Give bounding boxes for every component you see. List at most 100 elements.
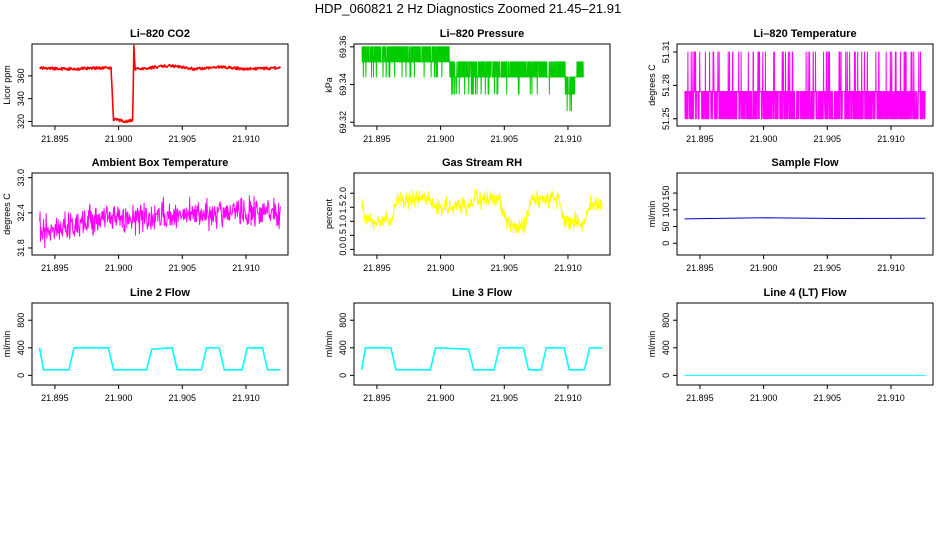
panel-6-xtick-label: 21.910 [877, 263, 905, 273]
panel-5-xtick-label: 21.910 [554, 263, 582, 273]
panel-1-series-line [39, 44, 282, 124]
panel-8-ytick-label: 0 [338, 373, 348, 378]
panel-1: Li–820 CO2 Licor ppm 21.895 21.900 21.905 21.… [2, 28, 289, 144]
panel-9: Line 4 (LT) Flow ml/min 21.895 21.900 21.905… [647, 287, 934, 403]
panel-9-ylabel: ml/min [647, 331, 657, 358]
panel-5-xtick-label: 21.905 [491, 263, 519, 273]
panel-6-ylabel: ml/min [647, 201, 657, 228]
panel-2-series-line [361, 46, 584, 112]
panel-5-xtick-label: 21.895 [363, 263, 391, 273]
panel-7-frame [31, 302, 289, 386]
panel-7-xtick-label: 21.910 [232, 393, 260, 403]
panel-8-frame [353, 302, 611, 386]
panel-3-ytick-label: 51.28 [661, 74, 671, 97]
panel-6-xtick-label: 21.905 [814, 263, 842, 273]
panel-1-ylabel: Licor ppm [2, 65, 12, 105]
panel-2-xtick-label: 21.910 [554, 134, 582, 144]
panel-9-xtick-label: 21.910 [877, 393, 905, 403]
panel-6-frame [676, 172, 934, 256]
panel-7-ytick-label: 400 [16, 340, 26, 355]
panel-7-xtick-label: 21.905 [169, 393, 197, 403]
panel-6-xtick-label: 21.900 [750, 263, 778, 273]
panel-9-ytick-label: 0 [661, 373, 671, 378]
panel-2-frame [353, 43, 611, 127]
panel-4-xtick-label: 21.900 [105, 263, 133, 273]
panel-5: Gas Stream RH percent 21.895 21.900 21.905 21… [324, 157, 611, 273]
panel-6-xtick-label: 21.895 [686, 263, 714, 273]
panel-3-xtick-label: 21.895 [686, 134, 714, 144]
panel-6-ytick-label: 50 [661, 222, 671, 232]
panel-6-title: Sample Flow [771, 157, 839, 169]
panel-5-ytick-label: 0.5 [338, 229, 348, 242]
panel-4-ytick-label: 33.0 [16, 169, 26, 187]
figure-title: HDP_060821 2 Hz Diagnostics Zoomed 21.45… [314, 1, 622, 16]
panel-9-frame [676, 302, 934, 386]
panel-4-xtick-label: 21.910 [232, 263, 260, 273]
panel-2-xtick-label: 21.895 [363, 134, 391, 144]
panel-1-xtick-label: 21.900 [105, 134, 133, 144]
panel-1-xtick-label: 21.895 [41, 134, 69, 144]
panel-3-ylabel: degrees C [647, 64, 657, 106]
panel-2-title: Li–820 Pressure [440, 28, 524, 40]
panel-1-ytick-label: 340 [16, 91, 26, 106]
panel-8-xtick-label: 21.900 [427, 393, 455, 403]
panel-2: Li–820 Pressure kPa 21.895 21.900 21.905 21.9… [324, 28, 611, 144]
panel-4-title: Ambient Box Temperature [92, 157, 229, 169]
panel-2-ytick-label: 69.34 [338, 73, 348, 96]
panel-4-ytick-label: 32.4 [16, 204, 26, 222]
panel-7-ytick-label: 0 [16, 373, 26, 378]
panel-1-xtick-label: 21.905 [169, 134, 197, 144]
panel-4-series-line [39, 195, 281, 249]
panel-2-xtick-label: 21.905 [491, 134, 519, 144]
panel-7-title: Line 2 Flow [130, 287, 190, 299]
panel-8-ytick-label: 400 [338, 340, 348, 355]
panel-9-xtick-label: 21.900 [750, 393, 778, 403]
panel-9-ytick-label: 400 [661, 340, 671, 355]
panel-6: Sample Flow ml/min 21.895 21.900 21.905 21.91… [647, 157, 934, 273]
panel-6-ytick-label: 100 [661, 202, 671, 217]
panel-7-ylabel: ml/min [2, 331, 12, 358]
panel-2-xtick-label: 21.900 [427, 134, 455, 144]
panel-7: Line 2 Flow ml/min 21.895 21.900 21.905 21.91… [2, 287, 289, 403]
panel-9-title: Line 4 (LT) Flow [764, 287, 847, 299]
panel-1-title: Li–820 CO2 [130, 28, 190, 40]
panel-9-xtick-label: 21.895 [686, 393, 714, 403]
panel-7-series-line [38, 347, 281, 371]
panel-6-ytick-label: 150 [661, 186, 671, 201]
panel-5-ylabel: percent [324, 198, 334, 229]
panel-3-ytick-label: 51.25 [661, 108, 671, 131]
panel-3-xtick-label: 21.910 [877, 134, 905, 144]
panel-5-ytick-label: 0.0 [338, 243, 348, 256]
panel-3-ytick-label: 51.31 [661, 41, 671, 64]
panel-5-ytick-label: 1.0 [338, 215, 348, 228]
panel-1-ytick-label: 320 [16, 114, 26, 129]
panel-3-frame [676, 43, 934, 127]
panel-5-series-line [361, 189, 603, 234]
panel-3-xtick-label: 21.900 [750, 134, 778, 144]
panel-3-series-line [684, 51, 926, 120]
panel-8-ylabel: ml/min [324, 331, 334, 358]
panel-5-title: Gas Stream RH [442, 157, 522, 169]
panel-3-xtick-label: 21.905 [814, 134, 842, 144]
panel-8-xtick-label: 21.905 [491, 393, 519, 403]
panel-7-ytick-label: 800 [16, 313, 26, 328]
panel-7-xtick-label: 21.900 [105, 393, 133, 403]
panel-2-ylabel: kPa [324, 77, 334, 93]
panel-5-ytick-label: 1.5 [338, 201, 348, 214]
panel-8-xtick-label: 21.895 [363, 393, 391, 403]
panel-8-ytick-label: 800 [338, 313, 348, 328]
panel-9-ytick-label: 800 [661, 313, 671, 328]
panel-2-ytick-label: 69.36 [338, 36, 348, 59]
panel-8: Line 3 Flow ml/min 21.895 21.900 21.905 21.91… [324, 287, 611, 403]
panel-6-ytick-label: 0 [661, 241, 671, 246]
panel-3: Li–820 Temperature degrees C 21.895 21.900 2… [647, 28, 934, 144]
panel-9-xtick-label: 21.905 [814, 393, 842, 403]
panel-8-xtick-label: 21.910 [554, 393, 582, 403]
panel-5-ytick-label: 2.0 [338, 187, 348, 200]
panel-1-ytick-label: 360 [16, 68, 26, 83]
panel-2-ytick-label: 69.32 [338, 111, 348, 134]
panel-4-xtick-label: 21.895 [41, 263, 69, 273]
panel-4-ytick-label: 31.8 [16, 239, 26, 257]
panel-5-xtick-label: 21.900 [427, 263, 455, 273]
panel-7-xtick-label: 21.895 [41, 393, 69, 403]
